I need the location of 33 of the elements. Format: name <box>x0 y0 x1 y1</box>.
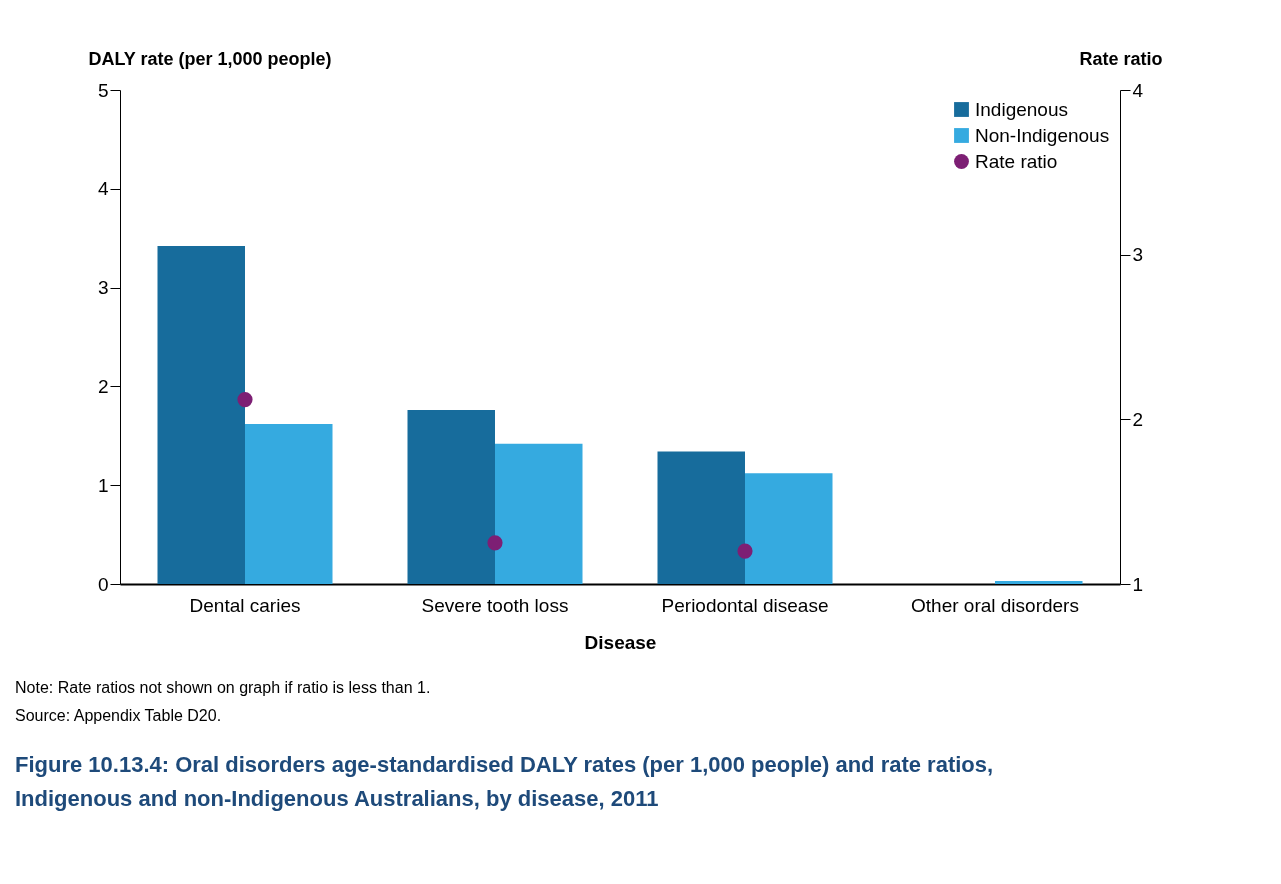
y2-axis-title: Rate ratio <box>1079 48 1163 69</box>
y-tick-label: 1 <box>97 474 109 496</box>
x-tick-label: Periodontal disease <box>661 594 829 616</box>
bar <box>495 443 583 584</box>
y2-tick-label: 2 <box>1132 408 1144 430</box>
legend-label: Non-Indigenous <box>975 124 1110 146</box>
x-axis-title: Disease <box>584 631 657 653</box>
y-axis-title: DALY rate (per 1,000 people) <box>88 48 332 69</box>
y-tick-label: 2 <box>97 375 109 397</box>
y-tick-label: 3 <box>97 277 109 299</box>
y2-tick-label: 1 <box>1132 573 1144 595</box>
x-tick-label: Other oral disorders <box>911 594 1079 616</box>
y2-tick-label: 4 <box>1132 79 1144 101</box>
y-tick-label: 0 <box>97 573 109 595</box>
legend-label: Indigenous <box>975 98 1068 120</box>
bar <box>995 581 1083 584</box>
point <box>737 543 753 559</box>
legend-label: Rate ratio <box>975 150 1058 172</box>
x-tick-label: Severe tooth loss <box>421 594 569 616</box>
y-tick-label: 4 <box>97 178 109 200</box>
bar <box>407 410 495 584</box>
bar <box>245 423 333 584</box>
source-note: Source: Appendix Table D20. <box>15 707 222 724</box>
text: Figure 10.13.4: Oral disorders age-standardised DALY rates (per 1,000 people) and rate ratios, Indigenous and non-Indigenous Australians, by disease, 2011 <box>15 752 994 811</box>
y2-tick-label: 3 <box>1132 244 1144 266</box>
point <box>487 535 503 551</box>
x-tick-label: Dental caries <box>189 594 301 616</box>
text: Note: Rate ratios not shown on graph if ratio is less than 1. <box>15 679 431 696</box>
point <box>237 392 253 408</box>
bar <box>657 451 745 584</box>
y-tick-label: 5 <box>97 79 109 101</box>
bar <box>157 246 245 584</box>
bar <box>745 473 833 584</box>
